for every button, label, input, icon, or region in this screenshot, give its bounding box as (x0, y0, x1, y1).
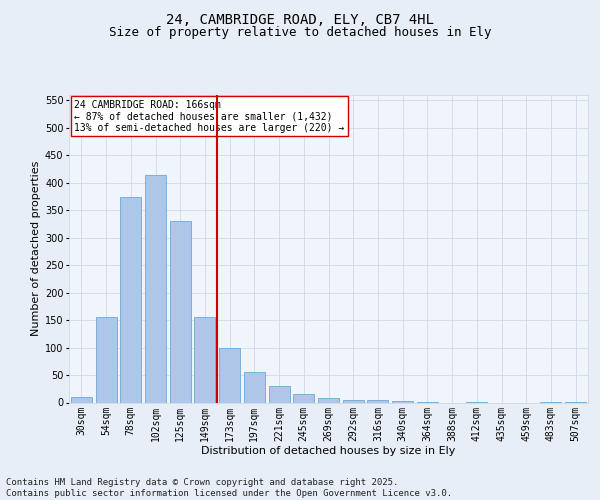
Text: 24, CAMBRIDGE ROAD, ELY, CB7 4HL: 24, CAMBRIDGE ROAD, ELY, CB7 4HL (166, 12, 434, 26)
Text: 24 CAMBRIDGE ROAD: 166sqm
← 87% of detached houses are smaller (1,432)
13% of se: 24 CAMBRIDGE ROAD: 166sqm ← 87% of detac… (74, 100, 344, 133)
Text: Size of property relative to detached houses in Ely: Size of property relative to detached ho… (109, 26, 491, 39)
Bar (194, 318, 215, 402)
Bar (95, 318, 116, 402)
Text: Contains HM Land Registry data © Crown copyright and database right 2025.
Contai: Contains HM Land Registry data © Crown c… (6, 478, 452, 498)
X-axis label: Distribution of detached houses by size in Ely: Distribution of detached houses by size … (202, 446, 455, 456)
Y-axis label: Number of detached properties: Number of detached properties (31, 161, 41, 336)
Bar (269, 386, 290, 402)
Bar (219, 348, 240, 403)
Bar (318, 398, 339, 402)
Bar (170, 222, 191, 402)
Bar (293, 394, 314, 402)
Bar (120, 196, 141, 402)
Bar (343, 400, 364, 402)
Bar (145, 174, 166, 402)
Bar (367, 400, 388, 402)
Bar (71, 397, 92, 402)
Bar (244, 372, 265, 402)
